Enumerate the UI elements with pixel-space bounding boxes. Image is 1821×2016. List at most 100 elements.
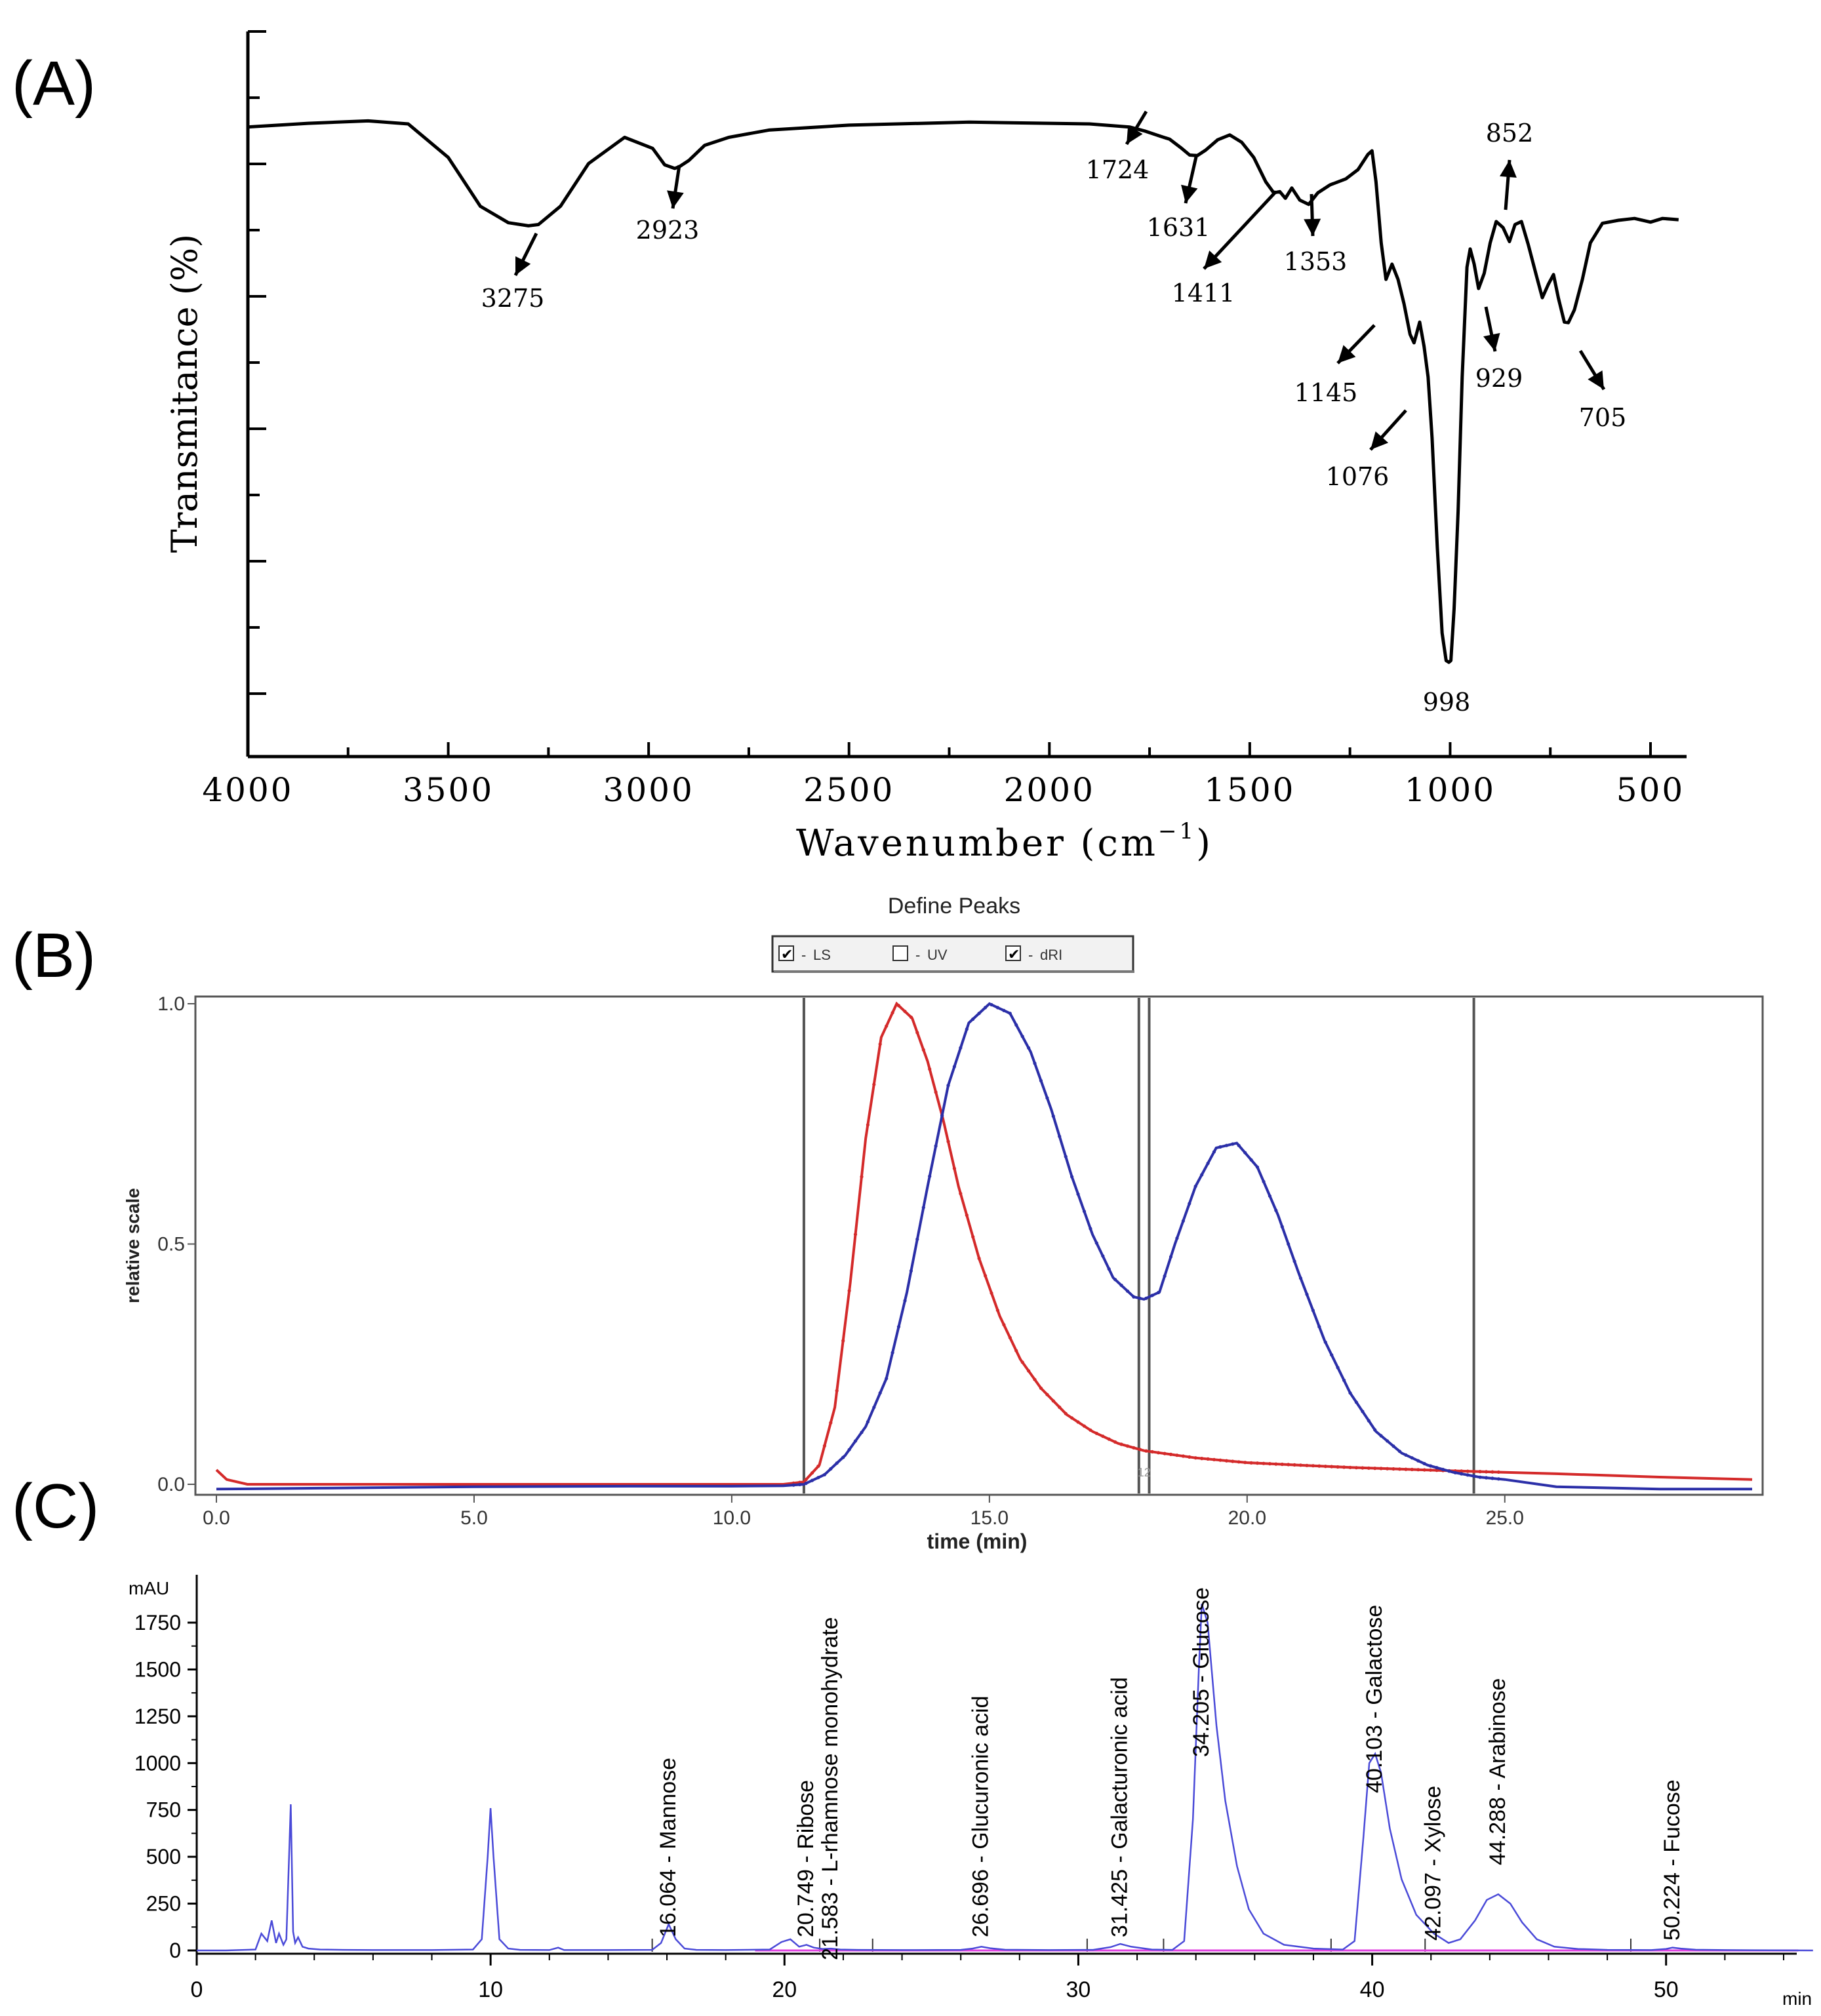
sec-ls-point (1169, 1452, 1173, 1456)
sec-dri-point (816, 1476, 820, 1480)
sec-dri-point (1274, 1208, 1278, 1212)
sec-y-axis-label: relative scale (123, 1188, 143, 1303)
sec-ls-point (1298, 1463, 1303, 1467)
sec-dri-point (903, 1299, 907, 1303)
sec-ls-point (1373, 1467, 1377, 1471)
sec-ls-point (1070, 1416, 1074, 1420)
sec-dri-point (1200, 1173, 1204, 1177)
sec-ls-line (215, 1001, 1753, 1486)
sec-ls-point (1491, 1470, 1494, 1474)
ir-y-axis-label: Transmitance (%) (164, 234, 205, 553)
sec-ls-point (1422, 1468, 1426, 1472)
sec-dri-point (1206, 1161, 1210, 1165)
sec-dri-point (1491, 1476, 1494, 1480)
sec-ls-point (1125, 1444, 1130, 1448)
sec-ls-point (1496, 1470, 1500, 1474)
sec-x-tick-label: 25.0 (1486, 1507, 1524, 1529)
sec-dri-point (1039, 1078, 1043, 1082)
sec-ls-point (965, 1213, 969, 1217)
sec-ls-point (1323, 1465, 1327, 1469)
sec-dri-point (1113, 1278, 1117, 1282)
sec-dri-point (1367, 1419, 1371, 1423)
sec-ls-point (1138, 1448, 1142, 1452)
sec-dri-point (872, 1406, 876, 1410)
sec-ls-point (804, 1478, 808, 1482)
sec-dri-point (1348, 1391, 1352, 1395)
sec-dri-point (995, 1006, 999, 1010)
sec-ls-point (1132, 1446, 1136, 1450)
sec-ls-point (1082, 1424, 1087, 1428)
sec-y-tick-label: 0.5 (157, 1234, 185, 1255)
ir-peak-label: 1145 (1294, 378, 1358, 407)
sec-dri-point (1317, 1325, 1321, 1329)
sec-ls-point (1249, 1461, 1253, 1465)
sec-x-axis-label: time (min) (927, 1530, 1028, 1553)
hplc-peak-label: 34.205 - Glucose (1189, 1587, 1214, 1757)
sec-dri-point (1447, 1469, 1451, 1473)
sec-panel: Define Peaks ✔ - LS - UV ✔ - dRI (123, 894, 1764, 1553)
legend-item-uv[interactable]: - UV (892, 945, 948, 963)
sec-ls-point (1113, 1440, 1117, 1444)
ir-arrowhead (1338, 345, 1356, 363)
sec-y-tick-label: 1.0 (157, 993, 185, 1015)
sec-ls-point (1237, 1460, 1241, 1464)
legend-item-ls[interactable]: ✔ - LS (778, 945, 831, 963)
sec-ls-point (1262, 1461, 1266, 1465)
sec-marker-label: 12 (1138, 1466, 1151, 1479)
sec-ls-point (1367, 1466, 1371, 1470)
legend-item-dri[interactable]: ✔ - dRI (1005, 945, 1062, 963)
sec-ls-point (959, 1191, 963, 1196)
sec-ls-point (1150, 1450, 1154, 1453)
sec-dri-point (1298, 1276, 1303, 1280)
sec-ls-point (816, 1464, 820, 1468)
sec-dri-point (1435, 1466, 1439, 1470)
ir-peak-label: 705 (1579, 403, 1627, 432)
hplc-peak-label: 21.583 - L-rhamnose monohydrate (818, 1617, 843, 1960)
svg-text:-: - (801, 947, 806, 963)
sec-dri-point (1119, 1283, 1123, 1288)
ir-arrowhead (1483, 332, 1500, 351)
sec-axis-ticks: 0.0 5.0 10.0 15.0 20.0 25.0 0.0 0.5 1.0 (157, 993, 1524, 1529)
sec-dri-point (1287, 1242, 1291, 1246)
sec-dri-point (971, 1017, 975, 1021)
ir-x-tick-label: 3500 (403, 771, 494, 809)
sec-ls-point (1317, 1464, 1321, 1468)
ir-peak-label: 2923 (636, 216, 700, 245)
sec-dri-point (841, 1455, 845, 1459)
sec-dri-point (1212, 1150, 1216, 1154)
hplc-x-unit: min (1782, 1988, 1812, 2009)
ir-peak-label: 1076 (1326, 462, 1390, 491)
sec-dri-point (1361, 1410, 1365, 1413)
sec-dri-point (1484, 1476, 1489, 1480)
sec-dri-point (1249, 1158, 1253, 1162)
sec-dri-point (1144, 1296, 1148, 1300)
sec-ls-point (1484, 1470, 1489, 1474)
sec-ls-point (896, 1004, 901, 1008)
sec-ls-point (1107, 1437, 1111, 1441)
sec-dri-point (1076, 1192, 1080, 1196)
sec-dri-point (1231, 1142, 1235, 1146)
sec-dri-point (804, 1481, 808, 1486)
ir-x-tick-label: 4000 (202, 771, 293, 809)
sec-dri-point (847, 1448, 851, 1452)
sec-dri-point (1132, 1295, 1136, 1299)
sec-dri-point (915, 1237, 919, 1241)
sec-dri-point (959, 1046, 963, 1050)
sec-x-tick-label: 0.0 (203, 1507, 230, 1529)
ir-x-ticks: 4000 3500 3000 2500 2000 1500 1000 500 (202, 742, 1683, 809)
sec-ls-point (1064, 1412, 1068, 1415)
sec-ls-point (1175, 1453, 1179, 1457)
sec-dri-point (1051, 1114, 1055, 1118)
sec-x-tick-label: 20.0 (1228, 1507, 1266, 1529)
sec-dri-point (1193, 1184, 1197, 1189)
sec-dri-point (1422, 1461, 1426, 1466)
hplc-peak-label: 44.288 - Arabinose (1485, 1678, 1510, 1865)
ir-peak-label: 1724 (1086, 155, 1150, 184)
ir-peak-label: 929 (1475, 364, 1523, 393)
sec-dri-point (1064, 1155, 1068, 1158)
sec-dri-point (952, 1065, 956, 1069)
sec-ls-point (1045, 1393, 1049, 1396)
sec-ls-point (1379, 1467, 1383, 1471)
